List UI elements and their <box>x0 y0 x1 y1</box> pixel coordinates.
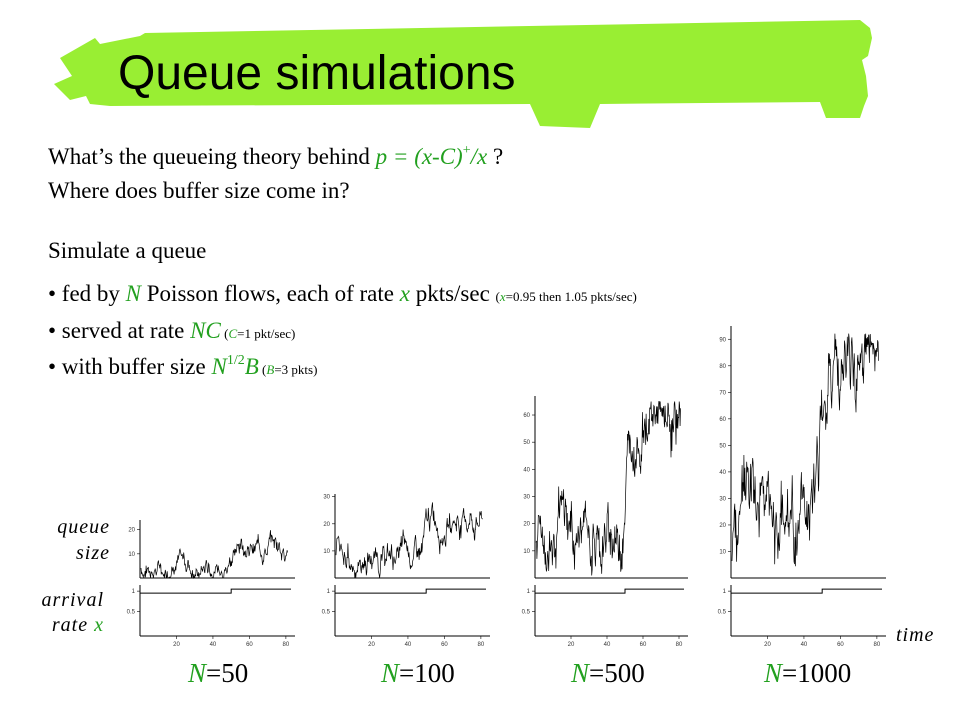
rate-ytick-label: 0.5 <box>127 610 136 616</box>
rate-ytick-label: 1 <box>327 589 331 595</box>
x-tick-label: 40 <box>210 642 217 648</box>
queue-ytick-label: 60 <box>523 413 530 419</box>
queue-ytick-label: 20 <box>719 523 726 529</box>
size-label: size <box>76 542 110 564</box>
queue-ytick-label: 50 <box>719 443 726 449</box>
panel-label-n50: N=50 <box>188 658 249 688</box>
x-tick-label: 80 <box>676 642 683 648</box>
x-tick-label: 80 <box>283 642 290 648</box>
queue-trace <box>335 502 483 579</box>
rate-ytick-label: 0.5 <box>718 610 727 616</box>
queue-ytick-label: 20 <box>323 522 330 528</box>
queue-ytick-label: 20 <box>128 528 135 534</box>
rate-ytick-label: 0.5 <box>522 610 531 616</box>
queue-ytick-label: 10 <box>323 549 330 555</box>
queue-trace <box>731 333 879 567</box>
x-tick-label: 80 <box>478 642 485 648</box>
slide-title: Queue simulations <box>118 47 516 100</box>
rate-label: rate x <box>51 614 104 636</box>
rate-ytick-label: 0.5 <box>322 610 331 616</box>
queue-ytick-label: 10 <box>128 552 135 558</box>
x-tick-label: 80 <box>874 642 881 648</box>
panel-label-n500: N=500 <box>571 658 645 688</box>
panel-label-n1000: N=1000 <box>764 658 852 688</box>
queue-ytick-label: 30 <box>719 496 726 502</box>
panel-label-n100: N=100 <box>381 658 455 688</box>
time-label: time <box>896 624 935 646</box>
x-tick-label: 20 <box>568 642 575 648</box>
rate-step-line <box>731 588 882 594</box>
queue-ytick-label: 90 <box>719 337 726 343</box>
queue-ytick-label: 30 <box>323 495 330 501</box>
simulate-intro: Simulate a queue <box>48 238 207 263</box>
rate-step-line <box>535 588 684 594</box>
x-tick-label: 20 <box>368 642 375 648</box>
queue-trace <box>535 401 681 576</box>
queue-ytick-label: 40 <box>719 470 726 476</box>
rate-ytick-label: 1 <box>527 589 531 595</box>
queue-ytick-label: 80 <box>719 364 726 370</box>
x-tick-label: 60 <box>837 642 844 648</box>
x-tick-label: 60 <box>640 642 647 648</box>
question-2: Where does buffer size come in? <box>48 178 350 203</box>
question-1: What’s the queueing theory behind p = (x… <box>48 143 504 169</box>
rate-ytick-label: 1 <box>723 589 727 595</box>
x-tick-label: 20 <box>173 642 180 648</box>
title-highlight <box>54 20 872 128</box>
bullet-served-at: • served at rate NC (C=1 pkt/sec) <box>48 318 296 343</box>
x-tick-label: 60 <box>441 642 448 648</box>
rate-ytick-label: 1 <box>132 589 136 595</box>
queue-ytick-label: 30 <box>523 495 530 501</box>
x-tick-label: 20 <box>764 642 771 648</box>
queue-trace <box>140 530 288 579</box>
queue-ytick-label: 70 <box>719 390 726 396</box>
arrival-label: arrival <box>41 589 104 611</box>
bullet-buffer-size: • with buffer size N1/2B (B=3 pkts) <box>48 353 318 379</box>
x-tick-label: 40 <box>604 642 611 648</box>
queue-ytick-label: 10 <box>719 549 726 555</box>
x-tick-label: 40 <box>405 642 412 648</box>
x-tick-label: 40 <box>801 642 808 648</box>
rate-step-line <box>140 588 291 594</box>
rate-step-line <box>335 588 486 594</box>
queue-ytick-label: 60 <box>719 417 726 423</box>
x-tick-label: 60 <box>246 642 253 648</box>
bullet-fed-by: • fed by N Poisson flows, each of rate x… <box>48 281 637 306</box>
queue-ytick-label: 40 <box>523 467 530 473</box>
queue-ytick-label: 10 <box>523 549 530 555</box>
queue-ytick-label: 50 <box>523 440 530 446</box>
queue-label: queue <box>57 516 110 538</box>
queue-ytick-label: 20 <box>523 522 530 528</box>
